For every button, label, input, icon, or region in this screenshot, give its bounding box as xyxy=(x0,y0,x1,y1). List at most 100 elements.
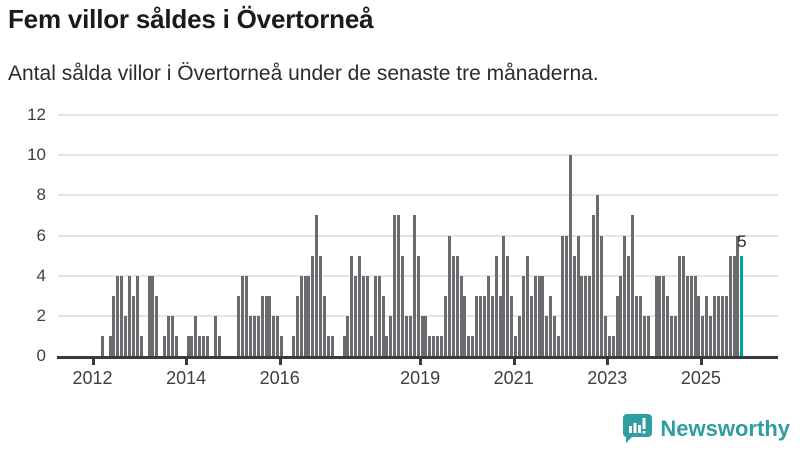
bar xyxy=(362,275,365,356)
bar xyxy=(217,335,221,356)
bar xyxy=(541,275,545,356)
bar xyxy=(202,335,206,356)
bar xyxy=(432,335,436,356)
bar xyxy=(147,275,151,356)
bar xyxy=(467,335,471,356)
bar xyxy=(112,295,116,356)
bar xyxy=(198,335,202,356)
bar xyxy=(155,295,159,356)
bar xyxy=(256,315,260,356)
x-axis-tick xyxy=(699,359,703,365)
x-axis-tick-label: 2025 xyxy=(680,368,721,388)
bar xyxy=(713,295,716,356)
bar xyxy=(186,335,190,356)
bar xyxy=(471,335,475,356)
bar xyxy=(709,315,713,356)
bar xyxy=(307,275,311,356)
x-axis-tick xyxy=(278,359,282,365)
bar xyxy=(685,275,689,356)
bar xyxy=(693,275,697,356)
bar xyxy=(385,335,389,356)
bar xyxy=(506,255,510,356)
bar xyxy=(521,275,525,356)
bar xyxy=(264,295,268,356)
bar xyxy=(170,315,174,356)
bar xyxy=(666,295,670,356)
bar xyxy=(190,335,194,356)
bar xyxy=(365,275,369,356)
bar xyxy=(303,275,307,356)
bar xyxy=(549,295,553,356)
gridline xyxy=(58,234,778,237)
x-axis-tick-label: 2012 xyxy=(72,368,113,388)
bar xyxy=(681,255,685,356)
bar xyxy=(537,275,541,356)
bar xyxy=(635,295,638,356)
bar xyxy=(674,315,677,356)
bar xyxy=(475,295,479,356)
bar xyxy=(108,335,112,356)
bar xyxy=(245,275,248,356)
bar xyxy=(139,335,143,356)
bar xyxy=(128,275,131,356)
bar xyxy=(163,335,167,356)
chart-subtitle: Antal sålda villor i Övertorneå under de… xyxy=(8,62,599,85)
bar xyxy=(397,215,401,356)
bar xyxy=(424,315,428,356)
y-axis-tick-label: 6 xyxy=(36,225,46,245)
bar xyxy=(315,215,319,356)
bar xyxy=(459,275,463,356)
bar xyxy=(120,275,124,356)
bar xyxy=(627,255,631,356)
bar xyxy=(677,255,681,356)
bar xyxy=(599,235,603,356)
bar xyxy=(280,335,284,356)
bar xyxy=(319,255,323,356)
bar xyxy=(447,235,451,356)
bar xyxy=(276,315,280,356)
bar xyxy=(689,275,693,356)
bar xyxy=(646,315,650,356)
bar xyxy=(728,255,732,356)
bar xyxy=(525,255,529,356)
bar xyxy=(463,295,467,356)
bar xyxy=(638,295,642,356)
bar xyxy=(498,295,502,356)
bar xyxy=(420,315,424,356)
newsworthy-wordmark: Newsworthy xyxy=(660,415,790,441)
bar xyxy=(373,275,377,356)
bar xyxy=(553,315,557,356)
x-axis-tick-label: 2023 xyxy=(587,368,628,388)
bar xyxy=(124,315,128,356)
y-axis-tick-label: 10 xyxy=(27,145,46,165)
bar xyxy=(311,255,315,356)
bar xyxy=(330,335,334,356)
x-axis-tick xyxy=(91,359,95,365)
bar xyxy=(206,335,209,356)
bar xyxy=(623,235,627,356)
bar xyxy=(299,275,303,356)
bar xyxy=(116,275,120,356)
x-axis-tick-label: 2014 xyxy=(166,368,207,388)
newsworthy-logo[interactable]: Newsworthy xyxy=(622,413,790,444)
bar xyxy=(268,295,272,356)
bar xyxy=(440,335,443,356)
bar xyxy=(584,275,588,356)
bar xyxy=(436,335,440,356)
bar xyxy=(631,215,635,356)
bar xyxy=(576,235,580,356)
bar xyxy=(502,235,506,356)
y-axis-tick-label: 2 xyxy=(36,305,46,325)
highlighted-bar xyxy=(740,255,744,356)
bar xyxy=(252,315,256,356)
bar xyxy=(720,295,724,356)
bar xyxy=(291,335,295,356)
bar xyxy=(494,255,498,356)
bar xyxy=(732,255,736,356)
bar xyxy=(248,315,252,356)
bar xyxy=(401,255,404,356)
bar xyxy=(479,295,482,356)
bar xyxy=(510,295,514,356)
bar xyxy=(603,315,607,356)
bar xyxy=(642,315,646,356)
